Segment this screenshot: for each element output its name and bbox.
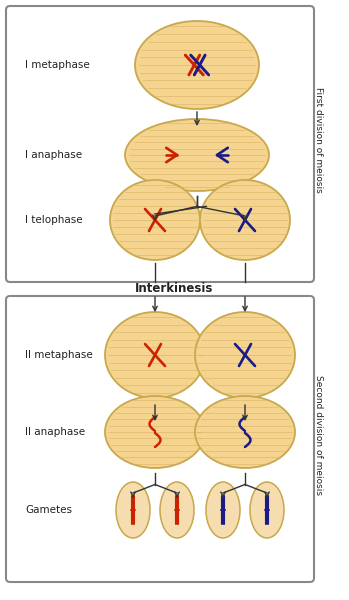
Text: First division of meiosis: First division of meiosis	[313, 87, 322, 193]
Ellipse shape	[105, 312, 205, 398]
Text: I anaphase: I anaphase	[25, 150, 82, 160]
Text: I telophase: I telophase	[25, 215, 83, 225]
Ellipse shape	[250, 482, 284, 538]
Ellipse shape	[160, 482, 194, 538]
Ellipse shape	[206, 482, 240, 538]
Ellipse shape	[110, 180, 200, 260]
Ellipse shape	[195, 396, 295, 468]
Text: I metaphase: I metaphase	[25, 60, 90, 70]
Ellipse shape	[105, 396, 205, 468]
Text: II anaphase: II anaphase	[25, 427, 85, 437]
Ellipse shape	[116, 482, 150, 538]
Ellipse shape	[125, 119, 269, 191]
Ellipse shape	[200, 180, 290, 260]
Text: Second division of meiosis: Second division of meiosis	[313, 375, 322, 495]
FancyBboxPatch shape	[6, 296, 314, 582]
Ellipse shape	[135, 21, 259, 109]
Text: II metaphase: II metaphase	[25, 350, 93, 360]
Ellipse shape	[195, 312, 295, 398]
Text: Interkinesis: Interkinesis	[135, 281, 213, 295]
FancyBboxPatch shape	[6, 6, 314, 282]
Text: Gametes: Gametes	[25, 505, 72, 515]
